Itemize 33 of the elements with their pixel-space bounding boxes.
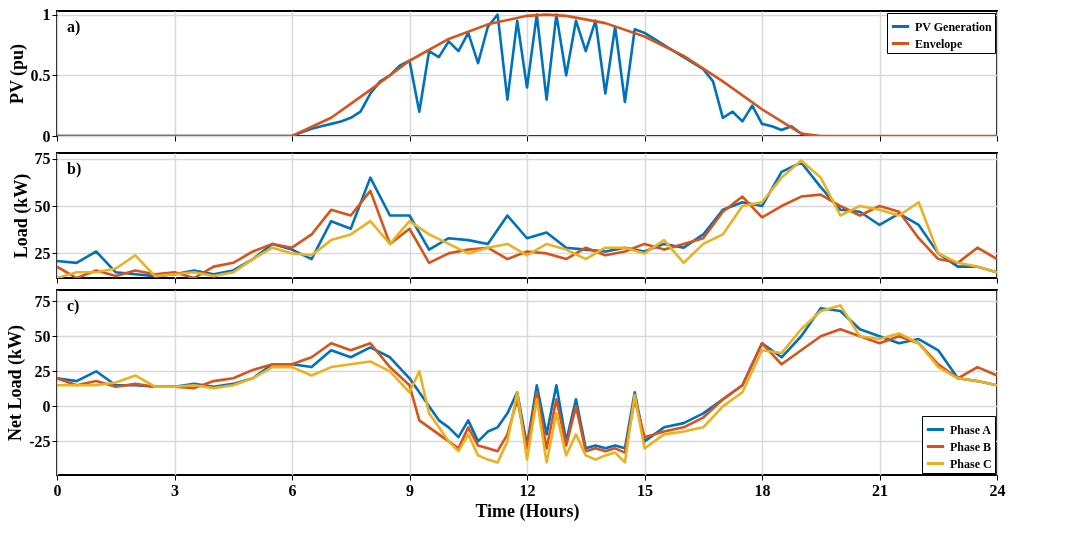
y-axis-title: Load (kW) xyxy=(10,173,32,259)
y-axis-title: PV (pu) xyxy=(6,43,28,105)
legend-label: Phase A xyxy=(950,422,992,437)
x-tick-label: 15 xyxy=(637,481,653,499)
x-tick-label: 6 xyxy=(288,481,297,499)
y-axis-title: Net Load (kW) xyxy=(5,325,27,441)
x-tick-label: 0 xyxy=(53,481,62,499)
legend-label: Phase C xyxy=(950,456,992,471)
annotation: c) xyxy=(67,297,80,315)
y-tick-label: 50 xyxy=(34,327,51,345)
annotation: a) xyxy=(67,18,81,36)
x-tick-label: 3 xyxy=(171,481,179,499)
legend-label: PV Generation xyxy=(915,19,993,34)
y-tick-label: 0 xyxy=(42,397,51,415)
y-tick-label: 0.5 xyxy=(30,66,51,84)
legend-label: Envelope xyxy=(915,36,964,51)
legend-label: Phase B xyxy=(950,439,992,454)
x-axis-title: Time (Hours) xyxy=(475,500,580,522)
y-tick-label: 75 xyxy=(34,292,51,310)
annotation: b) xyxy=(67,160,82,178)
line-series xyxy=(57,189,997,278)
y-tick-label: 25 xyxy=(34,244,51,262)
x-tick-label: 12 xyxy=(519,481,536,499)
y-tick-label: 50 xyxy=(34,197,51,215)
y-tick-label: 1 xyxy=(42,6,51,24)
y-tick-label: -25 xyxy=(29,432,51,450)
y-tick-label: 25 xyxy=(34,362,51,380)
x-tick-label: 18 xyxy=(754,481,771,499)
y-tick-label: 75 xyxy=(34,150,51,168)
x-tick-label: 9 xyxy=(406,481,414,499)
y-tick-label: 0 xyxy=(42,127,51,145)
x-tick-label: 21 xyxy=(872,481,888,499)
x-tick-label: 24 xyxy=(989,481,1006,499)
